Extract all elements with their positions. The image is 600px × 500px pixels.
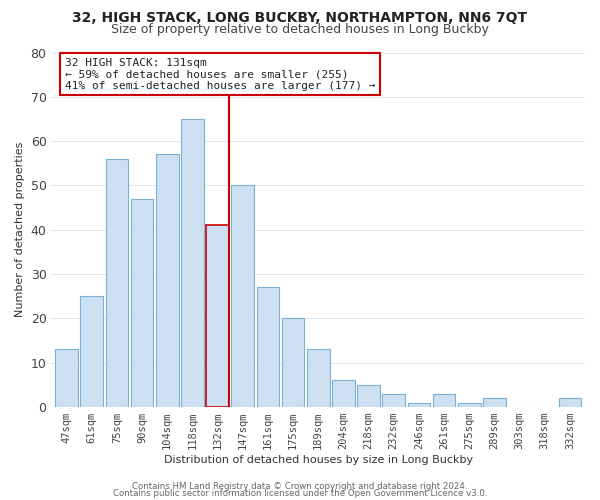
Bar (55, 350, 78, 407)
Bar (483, 398, 506, 407)
Bar (407, 402, 430, 407)
Bar (156, 154, 179, 407)
Bar (357, 385, 380, 407)
X-axis label: Distribution of detached houses by size in Long Buckby: Distribution of detached houses by size … (164, 455, 473, 465)
Text: Contains HM Land Registry data © Crown copyright and database right 2024.: Contains HM Land Registry data © Crown c… (132, 482, 468, 491)
Bar (332, 380, 355, 407)
Bar (257, 288, 279, 407)
Bar (131, 199, 154, 407)
Bar (433, 394, 455, 407)
Bar (282, 318, 304, 407)
Bar (382, 394, 405, 407)
Text: Size of property relative to detached houses in Long Buckby: Size of property relative to detached ho… (111, 22, 489, 36)
Bar (559, 398, 581, 407)
Text: 32, HIGH STACK, LONG BUCKBY, NORTHAMPTON, NN6 7QT: 32, HIGH STACK, LONG BUCKBY, NORTHAMPTON… (73, 12, 527, 26)
Text: 32 HIGH STACK: 131sqm
← 59% of detached houses are smaller (255)
41% of semi-det: 32 HIGH STACK: 131sqm ← 59% of detached … (65, 58, 375, 91)
Bar (181, 119, 203, 407)
Bar (80, 296, 103, 407)
Bar (206, 226, 229, 407)
Bar (106, 159, 128, 407)
Bar (307, 350, 329, 407)
Bar (458, 402, 481, 407)
Bar (232, 186, 254, 407)
Y-axis label: Number of detached properties: Number of detached properties (15, 142, 25, 318)
Text: Contains public sector information licensed under the Open Government Licence v3: Contains public sector information licen… (113, 489, 487, 498)
